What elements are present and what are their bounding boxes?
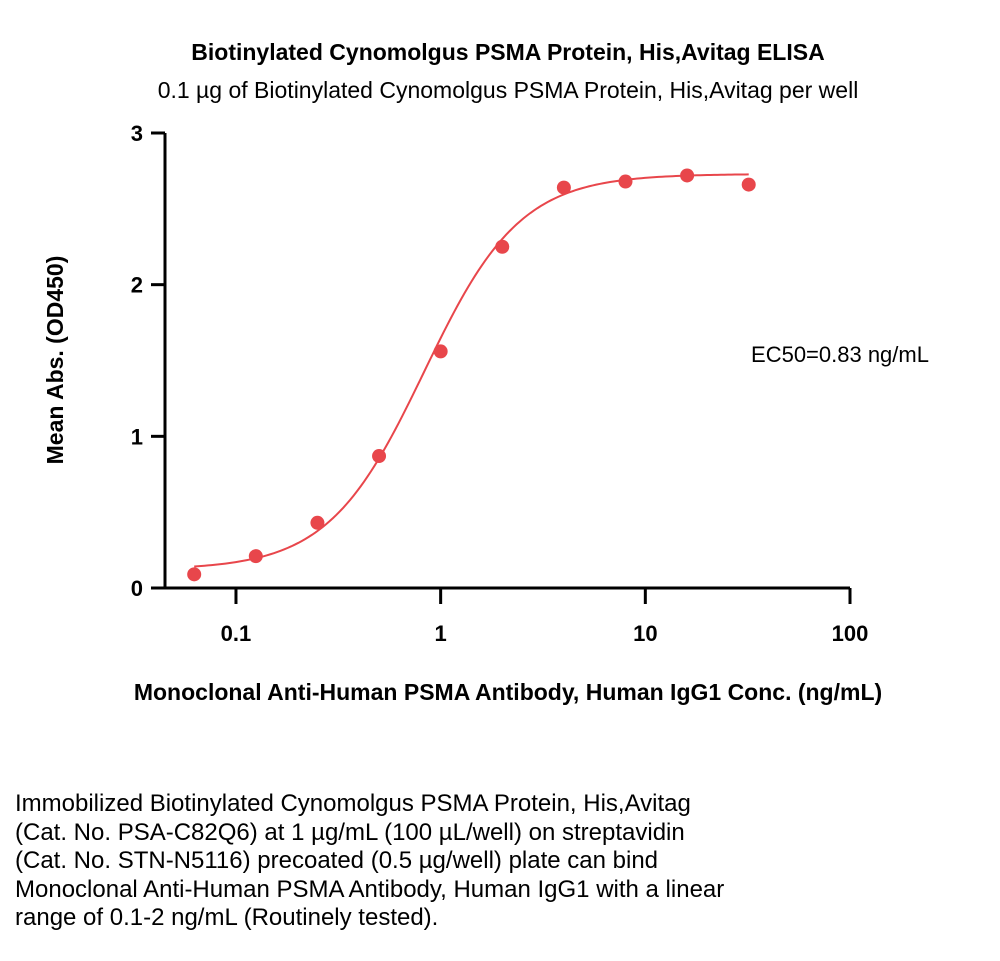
x-axis-label: Monoclonal Anti-Human PSMA Antibody, Hum… bbox=[134, 679, 882, 705]
data-point bbox=[310, 515, 325, 530]
data-point bbox=[741, 177, 756, 192]
caption-line: (Cat. No. STN-N5116) precoated (0.5 µg/w… bbox=[15, 847, 659, 874]
data-point bbox=[618, 174, 633, 189]
data-point bbox=[187, 567, 202, 582]
chart-title: Biotinylated Cynomolgus PSMA Protein, Hi… bbox=[191, 39, 824, 65]
y-axis-label: Mean Abs. (OD450) bbox=[42, 256, 68, 465]
x-tick-label: 100 bbox=[832, 621, 869, 646]
data-points bbox=[187, 168, 756, 582]
chart: Biotinylated Cynomolgus PSMA Protein, Hi… bbox=[42, 39, 929, 705]
y-tick-label: 1 bbox=[131, 424, 143, 449]
fit-curve-group bbox=[194, 173, 749, 568]
ticks: 0 1 2 3 0.1 1 10 100 bbox=[131, 121, 869, 646]
data-point bbox=[680, 168, 695, 183]
caption-line: (Cat. No. PSA-C82Q6) at 1 µg/mL (100 µL/… bbox=[15, 818, 685, 846]
figure-caption: Immobilized Biotinylated Cynomolgus PSMA… bbox=[15, 790, 985, 933]
data-point bbox=[248, 549, 263, 564]
caption-line: Monoclonal Anti-Human PSMA Antibody, Hum… bbox=[15, 875, 725, 903]
fit-curve bbox=[194, 173, 749, 568]
caption-line: range of 0.1-2 ng/mL (Routinely tested). bbox=[15, 904, 439, 931]
ec50-annotation: EC50=0.83 ng/mL bbox=[751, 342, 929, 367]
data-point bbox=[556, 180, 571, 195]
chart-subtitle: 0.1 µg of Biotinylated Cynomolgus PSMA P… bbox=[158, 77, 859, 103]
data-point bbox=[372, 449, 387, 464]
data-point bbox=[433, 344, 448, 359]
y-tick-label: 2 bbox=[131, 273, 143, 298]
y-tick-label: 0 bbox=[131, 576, 143, 601]
x-tick-label: 1 bbox=[435, 621, 447, 646]
data-point bbox=[495, 239, 510, 254]
y-tick-label: 3 bbox=[131, 121, 143, 146]
x-tick-label: 10 bbox=[633, 621, 657, 646]
axes bbox=[163, 133, 850, 590]
caption-line: Immobilized Biotinylated Cynomolgus PSMA… bbox=[15, 790, 691, 817]
x-tick-label: 0.1 bbox=[221, 621, 252, 646]
